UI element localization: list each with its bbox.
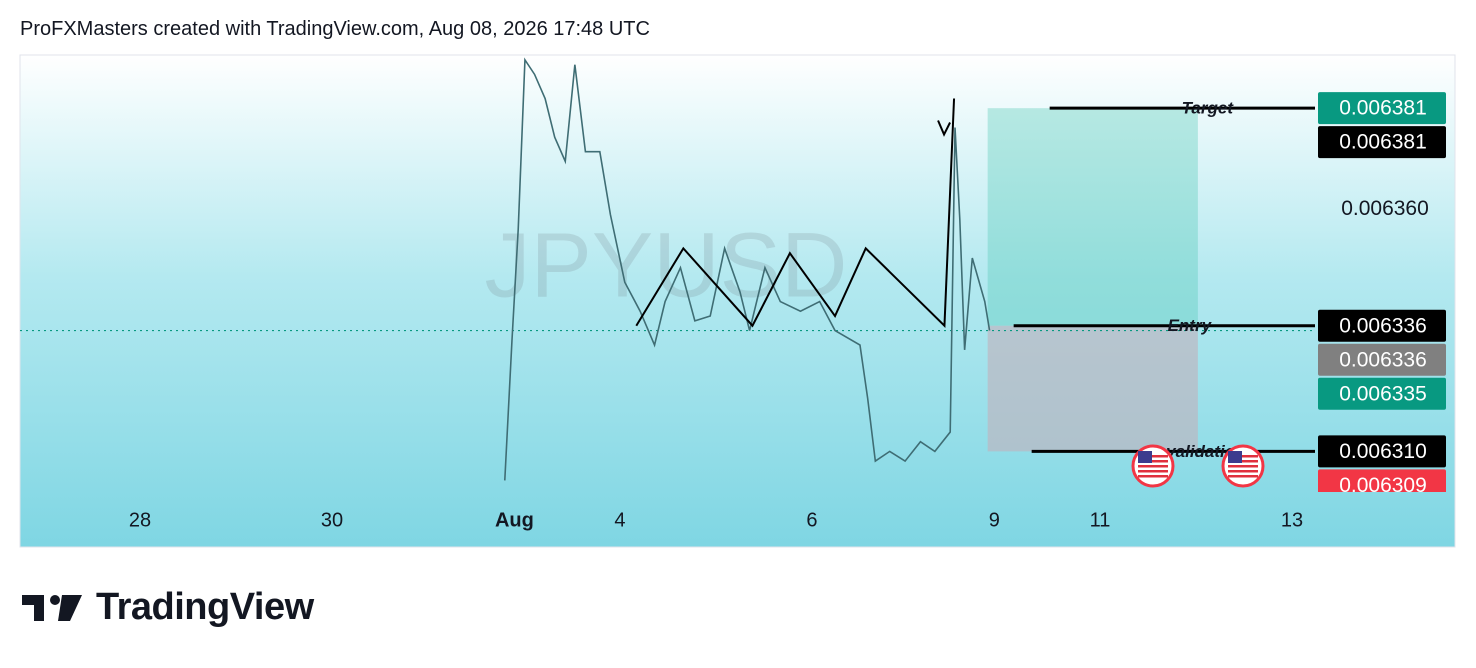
flag-stripe [1138,465,1168,468]
chart: JPYUSD 0.0063200.0063600.0063810.0063810… [19,54,1456,548]
price-label-box [1318,92,1446,125]
x-tick-label: 11 [1090,509,1111,531]
price-line [503,57,991,481]
flag-stripe [1138,460,1168,463]
x-tick-label: 30 [321,509,343,531]
price-axis: 0.0063200.0063600.0063810.0063810.006336… [1318,92,1446,497]
flag-stripe [1228,460,1258,463]
level-label: Invalidation [1151,442,1245,461]
flag-stripe [1228,455,1258,458]
flag-canton [1228,451,1242,463]
stop-zone [987,325,1198,452]
x-tick-label: 6 [806,509,817,531]
x-tick-label: 4 [614,509,625,531]
event-flag [1221,444,1265,488]
price-label-box [1318,377,1446,410]
footer-logo: TradingView [22,586,314,629]
flag-stripe [1138,475,1168,478]
price-label-box [1318,309,1446,342]
price-label-box [1318,343,1446,376]
pattern-drawing [635,98,956,328]
target-zone [987,108,1198,326]
price-label: 0.006381 [1339,131,1427,154]
flag-stripe [1138,455,1168,458]
price-label: 0.006335 [1339,382,1427,405]
event-flag [1131,444,1175,488]
flag-stripe [1138,470,1168,473]
price-label: 0.006310 [1339,440,1427,463]
price-label-box [1318,469,1446,492]
x-tick-label: 13 [1281,509,1303,531]
x-tick-label: 9 [989,509,1000,531]
x-tick-label: Aug [495,509,534,531]
flag-canton [1138,451,1152,463]
price-label: 0.006336 [1339,314,1427,337]
x-tick-label: 28 [129,509,151,531]
price-label: 0.006336 [1339,348,1427,371]
time-axis: 28 30 Aug 4 6 9 11 13 [129,509,1303,531]
logo-icon [22,594,82,621]
plot-area: JPYUSD [20,57,1315,481]
brand: TradingView [96,586,314,628]
level-label: Target [1182,99,1235,118]
flag-stripe [1228,470,1258,473]
price-label-box [1318,126,1446,159]
price-label: 0.006381 [1339,97,1427,120]
level-label: Entry [1168,316,1213,335]
price-label-box [1318,435,1446,468]
flag-stripe [1228,465,1258,468]
header-text: ProFXMasters created with TradingView.co… [20,18,650,40]
arrow-head [937,120,951,137]
flag-stripe [1228,475,1258,478]
price-label: 0.006309 [1339,474,1427,497]
y-tick-label: 0.006360 [1341,197,1429,220]
chart-background [19,54,1456,548]
